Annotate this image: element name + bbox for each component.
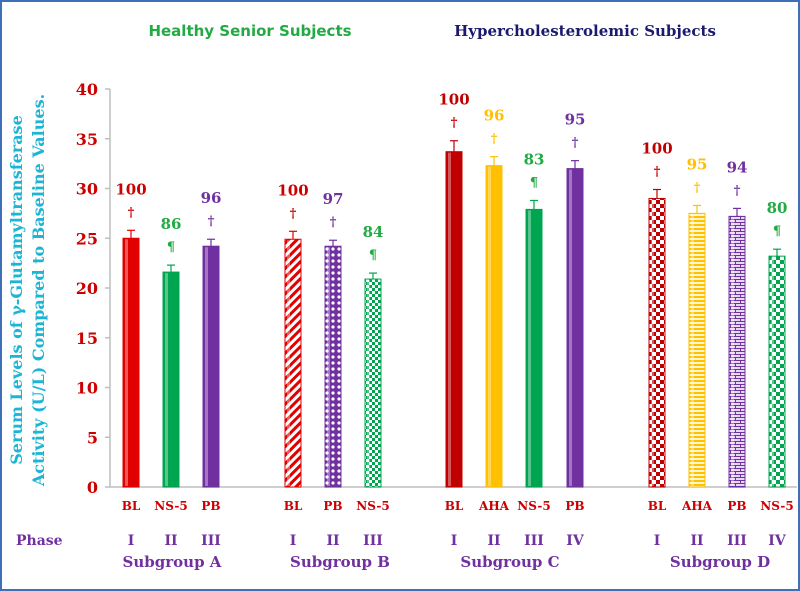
x-category-label: NS-5 [760, 499, 793, 513]
data-label-percent: 100 [438, 91, 469, 109]
significance-mark: † [572, 136, 579, 151]
significance-mark: † [128, 205, 135, 220]
group-title-healthy: Healthy Senior Subjects [148, 22, 351, 40]
y-tick-label: 10 [76, 379, 98, 398]
data-label-percent: 95 [687, 155, 708, 173]
significance-mark: † [654, 164, 661, 179]
data-label-percent: 100 [641, 139, 672, 157]
phase-numeral: IV [768, 533, 787, 549]
phase-numeral: I [128, 533, 135, 549]
data-label-percent: 86 [161, 215, 182, 233]
x-category-label: AHA [681, 499, 713, 513]
data-label-percent: 96 [484, 107, 505, 125]
significance-mark: † [290, 206, 297, 221]
phase-numeral: IV [566, 533, 585, 549]
y-tick-label: 40 [76, 80, 98, 99]
bar-highlight [367, 280, 370, 486]
phase-numeral: I [290, 533, 297, 549]
x-category-label: BL [445, 499, 464, 513]
subgroup-label: Subgroup B [290, 553, 390, 571]
x-category-label: PB [201, 499, 220, 513]
bar-highlight [488, 166, 491, 487]
significance-mark: † [694, 180, 701, 195]
data-label-percent: 100 [115, 180, 146, 198]
x-category-label: PB [323, 499, 342, 513]
data-label-percent: 94 [727, 158, 748, 176]
y-tick-label: 20 [76, 279, 98, 298]
phase-numeral: II [326, 533, 339, 549]
significance-mark: † [491, 132, 498, 147]
phase-numeral: II [164, 533, 177, 549]
data-label-percent: 97 [323, 190, 344, 208]
phase-numeral: I [654, 533, 661, 549]
bar-highlight [528, 210, 531, 486]
significance-mark: ¶ [369, 248, 377, 263]
x-category-label: NS-5 [356, 499, 389, 513]
x-category-label: BL [648, 499, 667, 513]
significance-mark: † [734, 183, 741, 198]
y-tick-label: 25 [76, 229, 98, 248]
bar-highlight [731, 217, 734, 487]
significance-mark: ¶ [773, 224, 781, 239]
phase-numeral: II [487, 533, 500, 549]
x-category-label: NS-5 [154, 499, 187, 513]
bar-highlight [165, 273, 168, 486]
bar-highlight [651, 199, 654, 486]
data-label-percent: 100 [277, 181, 308, 199]
bar-highlight [691, 214, 694, 486]
phase-numeral: II [690, 533, 703, 549]
group-title-hyper: Hypercholesterolemic Subjects [454, 22, 716, 40]
x-category-label: BL [122, 499, 141, 513]
significance-mark: † [451, 116, 458, 131]
data-label-percent: 95 [565, 111, 586, 129]
subgroup-label: Subgroup C [460, 553, 559, 571]
phase-numeral: III [363, 533, 383, 549]
significance-mark: ¶ [530, 175, 538, 190]
y-axis-label-line2: Activity (U/L) Compared to Baseline Valu… [29, 94, 48, 487]
x-category-label: PB [727, 499, 746, 513]
data-label-percent: 84 [363, 223, 384, 241]
bar-highlight [287, 240, 290, 486]
y-tick-label: 0 [87, 478, 98, 497]
bar-highlight [205, 247, 208, 486]
subgroup-label: Subgroup D [670, 553, 770, 571]
phase-numeral: I [451, 533, 458, 549]
significance-mark: ¶ [167, 240, 175, 255]
data-label-percent: 83 [524, 150, 545, 168]
x-category-label: AHA [478, 499, 510, 513]
bar-highlight [125, 239, 128, 486]
x-category-label: BL [284, 499, 303, 513]
data-label-percent: 96 [201, 189, 222, 207]
x-category-label: NS-5 [517, 499, 550, 513]
y-tick-label: 35 [76, 130, 98, 149]
phase-numeral: III [727, 533, 747, 549]
x-category-label: PB [565, 499, 584, 513]
y-tick-label: 30 [76, 180, 98, 199]
significance-mark: † [208, 214, 215, 229]
bar-highlight [327, 247, 330, 486]
significance-mark: † [330, 215, 337, 230]
subgroup-label: Subgroup A [123, 553, 222, 571]
y-tick-label: 5 [87, 428, 98, 447]
data-label-percent: 80 [767, 199, 788, 217]
phase-numeral: III [201, 533, 221, 549]
y-tick-label: 15 [76, 329, 98, 348]
y-axis-label-line1: Serum Levels of γ-Glutamyltransferase [7, 115, 26, 465]
phase-numeral: III [524, 533, 544, 549]
bar-highlight [448, 152, 451, 486]
bar-highlight [569, 169, 572, 486]
bar-highlight [771, 257, 774, 486]
phase-label: Phase [16, 533, 63, 549]
